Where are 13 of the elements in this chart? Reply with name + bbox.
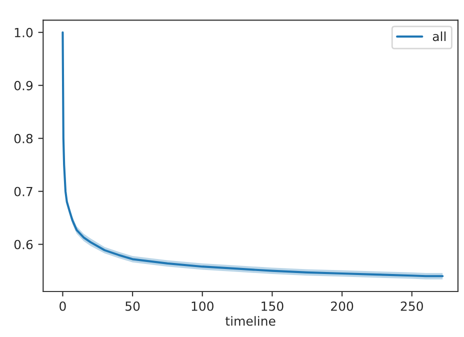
y-tick-label: 0.7 bbox=[14, 186, 32, 196]
y-tick-label: 0.6 bbox=[14, 240, 33, 250]
legend-label: all bbox=[432, 31, 446, 42]
x-tick-label: 50 bbox=[126, 301, 140, 311]
x-tick-label: 200 bbox=[331, 301, 354, 311]
y-tick-label: 0.9 bbox=[14, 80, 33, 90]
x-tick-label: 250 bbox=[400, 301, 423, 311]
x-axis-title: timeline bbox=[225, 316, 276, 326]
x-tick-label: 150 bbox=[262, 301, 284, 311]
x-tick-label: 0 bbox=[60, 301, 66, 311]
y-tick-label: 1.0 bbox=[14, 28, 33, 38]
y-tick-label: 0.8 bbox=[14, 134, 33, 144]
x-tick-label: 100 bbox=[192, 301, 214, 311]
